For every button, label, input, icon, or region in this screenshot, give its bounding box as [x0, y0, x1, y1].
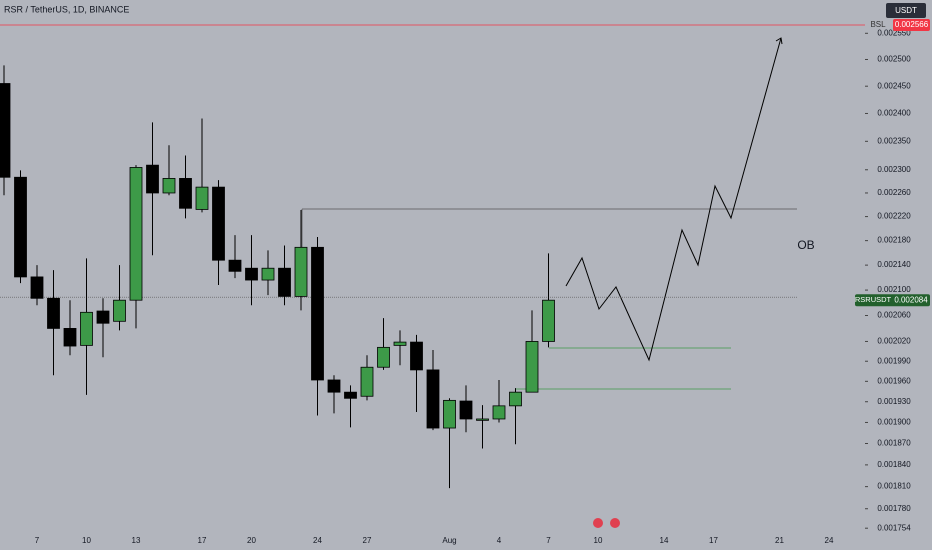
candle-body [80, 311, 93, 346]
price-line-name: BSL [870, 20, 886, 29]
candle-body [426, 369, 440, 429]
x-tick-label: 10 [82, 536, 91, 545]
y-tick-label: 0.002300 [877, 165, 911, 174]
candle-body [261, 267, 275, 281]
x-tick-label: 17 [709, 536, 718, 545]
y-tick-label: 0.002220 [877, 212, 911, 221]
candle-body [179, 178, 192, 209]
candle-body [476, 418, 489, 421]
candle-body [443, 399, 456, 429]
y-tick-label: 0.002060 [877, 311, 911, 320]
projection-path [565, 37, 782, 362]
y-tick-label: 0.001960 [877, 376, 911, 385]
x-tick-label: 17 [198, 536, 207, 545]
candle-body [212, 186, 225, 261]
candle-body [146, 164, 159, 194]
x-tick-label: 14 [660, 536, 669, 545]
y-tick-label: 0.001810 [877, 482, 911, 491]
candle-body [278, 267, 291, 297]
candle-body [47, 297, 60, 329]
y-tick-label: 0.002260 [877, 188, 911, 197]
y-tick-label: 0.002140 [877, 260, 911, 269]
candle-body [0, 83, 11, 178]
x-tick-label: 24 [313, 536, 322, 545]
currency-box[interactable] [886, 3, 926, 18]
y-tick-label: 0.002550 [877, 28, 911, 37]
candle-body [113, 299, 126, 322]
y-tick-label: 0.001930 [877, 397, 911, 406]
candle-body [96, 310, 110, 324]
candle-body [162, 178, 176, 194]
y-tick-label: 0.001754 [877, 523, 911, 532]
x-tick-label: 10 [594, 536, 603, 545]
candle-body [542, 299, 555, 342]
y-tick-label: 0.002450 [877, 81, 911, 90]
candle-body [311, 246, 324, 381]
price-tag [893, 19, 930, 32]
candle-body [63, 328, 77, 347]
price-tag-label: 0.002566 [895, 20, 929, 29]
annotation: OB [797, 238, 814, 252]
x-tick-label: Aug [442, 536, 456, 545]
x-tick-label: 20 [247, 536, 256, 545]
candle-body [30, 276, 44, 299]
y-tick-label: 0.001990 [877, 356, 911, 365]
candle-body [492, 405, 506, 420]
candle-body [228, 259, 242, 272]
candle-body [129, 167, 143, 301]
candle-body [14, 176, 27, 278]
event-icon[interactable] [593, 518, 603, 528]
candle-body [327, 379, 341, 393]
y-tick-label: 0.001870 [877, 439, 911, 448]
y-tick-label: 0.002400 [877, 109, 911, 118]
candle-body [410, 341, 423, 371]
y-tick-label: 0.002500 [877, 55, 911, 64]
y-tick-label: 0.002350 [877, 136, 911, 145]
x-tick-label: 4 [497, 536, 502, 545]
y-tick-label: 0.002020 [877, 337, 911, 346]
candle-body [525, 341, 539, 393]
y-tick-label: 0.002180 [877, 236, 911, 245]
x-tick-label: 7 [35, 536, 40, 545]
candle-body [245, 267, 258, 281]
y-tick-label: 0.001840 [877, 460, 911, 469]
candle-body [509, 391, 522, 407]
candle-body [393, 341, 407, 346]
candle-body [344, 391, 357, 399]
candle-body [360, 366, 374, 397]
candle-body [377, 346, 390, 368]
candle-body [195, 186, 209, 210]
candle-body [294, 246, 308, 297]
x-tick-label: 24 [825, 536, 834, 545]
event-icon[interactable] [610, 518, 620, 528]
currency[interactable]: USDT [895, 6, 917, 15]
price-tag [855, 294, 930, 307]
price-tag-label: 0.002084 [894, 295, 928, 304]
x-tick-label: 7 [546, 536, 551, 545]
x-tick-label: 21 [775, 536, 784, 545]
candle-body [459, 400, 473, 420]
y-tick-label: 0.001780 [877, 504, 911, 513]
chart-title: RSR / TetherUS, 1D, BINANCE [4, 4, 129, 14]
projection-arrow [775, 37, 783, 45]
x-tick-label: 13 [132, 536, 141, 545]
y-tick-label: 0.001900 [877, 418, 911, 427]
y-tick-label: 0.002100 [877, 285, 911, 294]
price-tag-name: RSRUSDT [855, 295, 892, 304]
x-tick-label: 27 [363, 536, 372, 545]
